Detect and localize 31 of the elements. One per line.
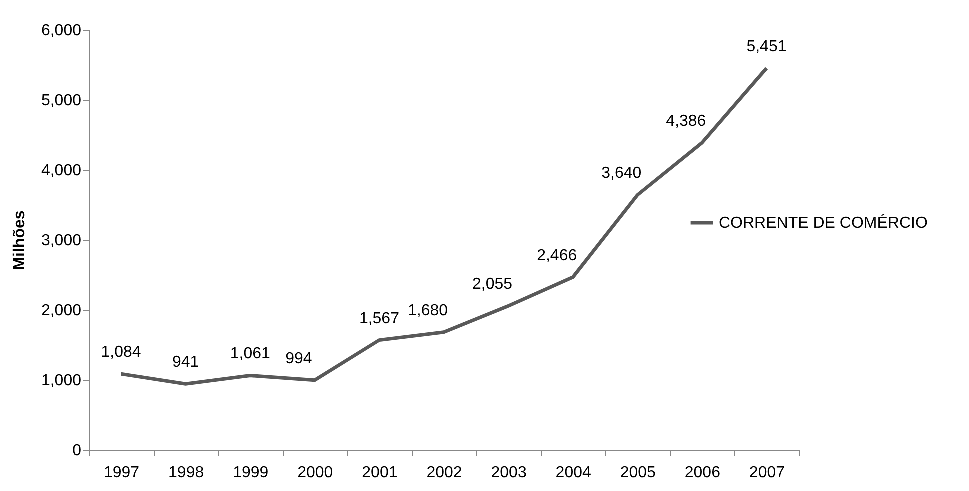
y-tick-label: 5,000 — [41, 92, 82, 110]
data-label: 2,466 — [537, 247, 578, 264]
y-axis-title: Milhões — [11, 210, 28, 270]
x-tick-label: 1999 — [233, 464, 269, 482]
data-label: 1,567 — [359, 310, 400, 328]
data-label: 3,640 — [602, 165, 642, 182]
data-label: 4,386 — [666, 112, 706, 130]
data-label: 1,084 — [101, 344, 142, 362]
x-tick-label: 1997 — [104, 464, 140, 482]
data-label: 941 — [172, 354, 200, 372]
y-tick-label: 2,000 — [41, 302, 82, 320]
data-label: 5,451 — [746, 38, 787, 56]
x-tick-label: 2003 — [491, 464, 527, 482]
data-label: 2,055 — [472, 276, 513, 294]
data-label: 1,680 — [408, 302, 448, 320]
x-tick-label: 2007 — [749, 464, 786, 482]
y-tick-label: 6,000 — [41, 22, 82, 40]
x-tick-label: 2006 — [684, 464, 721, 482]
y-tick-label: 3,000 — [41, 232, 82, 250]
x-tick-label: 2004 — [556, 464, 592, 482]
x-tick-label: 2000 — [298, 464, 334, 482]
x-tick-label: 2005 — [620, 464, 656, 482]
x-tick-label: 2002 — [426, 464, 462, 482]
y-tick-label: 4,000 — [41, 162, 82, 180]
legend-label: CORRENTE DE COMÉRCIO — [719, 214, 928, 232]
x-tick-label: 2001 — [362, 464, 398, 482]
data-label: 994 — [286, 350, 312, 368]
x-tick-label: 1998 — [168, 464, 204, 482]
y-tick-label: 1,000 — [41, 372, 82, 390]
data-label: 1,061 — [230, 346, 270, 363]
y-tick-label: 0 — [72, 442, 82, 460]
